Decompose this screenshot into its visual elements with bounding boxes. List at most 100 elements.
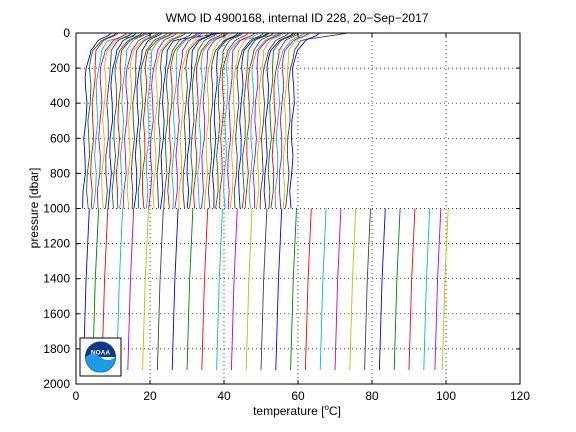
- x-tick-label: 40: [217, 389, 231, 403]
- x-axis-label-unit: C]: [329, 404, 341, 418]
- profile-line-shallow: [171, 32, 201, 209]
- profile-line-deep: [290, 208, 297, 371]
- profile-line-deep: [319, 208, 327, 371]
- profile-line-deep: [275, 208, 283, 371]
- profile-line-shallow: [111, 32, 143, 209]
- profile-line-shallow: [174, 32, 203, 209]
- chart-title: WMO ID 4900168, internal ID 228, 20−Sep−…: [166, 11, 429, 25]
- y-tick-label: 1000: [43, 202, 70, 216]
- profile-line-shallow: [248, 32, 280, 209]
- profile-line-shallow: [148, 32, 178, 209]
- noaa-logo: NOAA: [79, 337, 122, 377]
- x-tick-label: 60: [291, 389, 305, 403]
- profile-line-shallow: [227, 32, 256, 209]
- profile-line-shallow: [82, 32, 112, 209]
- profile-line-shallow: [267, 32, 297, 209]
- profile-line-shallow: [101, 32, 131, 209]
- profile-line-deep: [260, 208, 268, 371]
- profile-line-deep: [434, 208, 442, 371]
- x-axis-label: temperature [oC]: [253, 403, 341, 418]
- profile-line-deep: [334, 208, 342, 371]
- profile-line-deep: [142, 208, 149, 371]
- profile-line-shallow: [163, 32, 193, 209]
- profile-line-shallow: [156, 32, 187, 209]
- profile-line-shallow: [86, 32, 117, 209]
- profile-line-shallow: [203, 32, 234, 209]
- profile-line-shallow: [244, 32, 274, 209]
- profile-line-shallow: [96, 32, 127, 209]
- profile-line-shallow: [186, 32, 215, 209]
- profile-line-shallow: [107, 32, 137, 209]
- axes: 0 20 40 60 80 100 1200200400600800100012001400…: [43, 26, 530, 403]
- profile-line-deep: [349, 208, 357, 371]
- y-tick-label: 0: [63, 26, 70, 40]
- profile-line-shallow: [130, 32, 160, 209]
- grid: [76, 33, 520, 384]
- x-tick-label: 0: [73, 389, 80, 403]
- profile-line-shallow: [126, 32, 158, 209]
- profile-line-shallow: [193, 32, 224, 209]
- profile-line-shallow: [122, 32, 153, 209]
- y-tick-label: 1600: [43, 307, 70, 321]
- profile-line-shallow: [160, 32, 222, 209]
- y-axis-label: pressure [dbar]: [27, 168, 41, 249]
- profile-line-shallow: [274, 32, 305, 209]
- profile-line-shallow: [289, 32, 320, 209]
- y-tick-label: 1200: [43, 237, 70, 251]
- profile-line-shallow: [285, 32, 348, 209]
- y-tick-label: 1400: [43, 272, 70, 286]
- profile-line-shallow: [167, 32, 198, 209]
- profile-line-shallow: [270, 32, 299, 209]
- profile-line-shallow: [137, 32, 168, 209]
- profile-line-shallow: [207, 32, 239, 209]
- profile-line-shallow: [241, 32, 270, 209]
- profile-line-shallow: [252, 32, 283, 209]
- x-axis-label-superscript: o: [324, 403, 329, 412]
- y-tick-label: 400: [50, 96, 70, 110]
- profile-line-deep: [378, 208, 386, 371]
- profile-line-shallow: [282, 32, 311, 209]
- profile-line-shallow: [215, 32, 244, 209]
- profile-line-shallow: [256, 32, 285, 209]
- profile-line-shallow: [263, 32, 295, 209]
- profile-line-deep: [127, 208, 135, 371]
- profile-line-deep: [393, 208, 401, 371]
- profile-line-deep: [171, 208, 179, 371]
- x-tick-label: 80: [365, 389, 379, 403]
- profile-line-shallow: [133, 32, 163, 209]
- profile-line-deep: [201, 208, 209, 371]
- profile-line-deep: [216, 208, 223, 371]
- profile-line-shallow: [259, 32, 289, 209]
- y-tick-label: 2000: [43, 377, 70, 391]
- profile-line-shallow: [223, 32, 287, 209]
- profile-line-deep: [364, 208, 371, 371]
- profile-line-deep: [441, 208, 449, 371]
- profile-line-shallow: [145, 32, 174, 209]
- profile-line-deep: [186, 208, 194, 371]
- profile-line-deep: [230, 208, 238, 371]
- profile-line-deep: [245, 208, 253, 371]
- profiles: [82, 32, 449, 371]
- profile-line-shallow: [188, 32, 218, 209]
- profile-line-shallow: [212, 32, 242, 209]
- profile-line-deep: [423, 208, 431, 371]
- profile-line-shallow: [219, 32, 249, 209]
- profile-line-shallow: [178, 32, 208, 209]
- x-tick-label: 100: [436, 389, 456, 403]
- noaa-logo-text: NOAA: [91, 350, 110, 357]
- y-tick-label: 200: [50, 61, 70, 75]
- y-tick-label: 800: [50, 166, 70, 180]
- profile-line-shallow: [152, 32, 183, 209]
- profile-line-shallow: [229, 32, 259, 209]
- profile-line-shallow: [115, 32, 146, 209]
- profile-line-shallow: [141, 32, 172, 209]
- profile-line-deep: [156, 208, 164, 371]
- x-tick-label: 120: [510, 389, 530, 403]
- profile-line-shallow: [233, 32, 264, 209]
- y-tick-label: 600: [50, 131, 70, 145]
- profile-line-shallow: [105, 32, 133, 209]
- profile-line-shallow: [182, 32, 213, 209]
- profile-line-shallow: [238, 32, 268, 209]
- profile-line-shallow: [197, 32, 227, 209]
